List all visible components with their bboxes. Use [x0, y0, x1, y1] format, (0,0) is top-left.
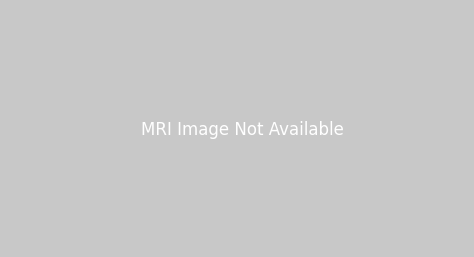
- Text: MRI Image Not Available: MRI Image Not Available: [141, 121, 345, 139]
